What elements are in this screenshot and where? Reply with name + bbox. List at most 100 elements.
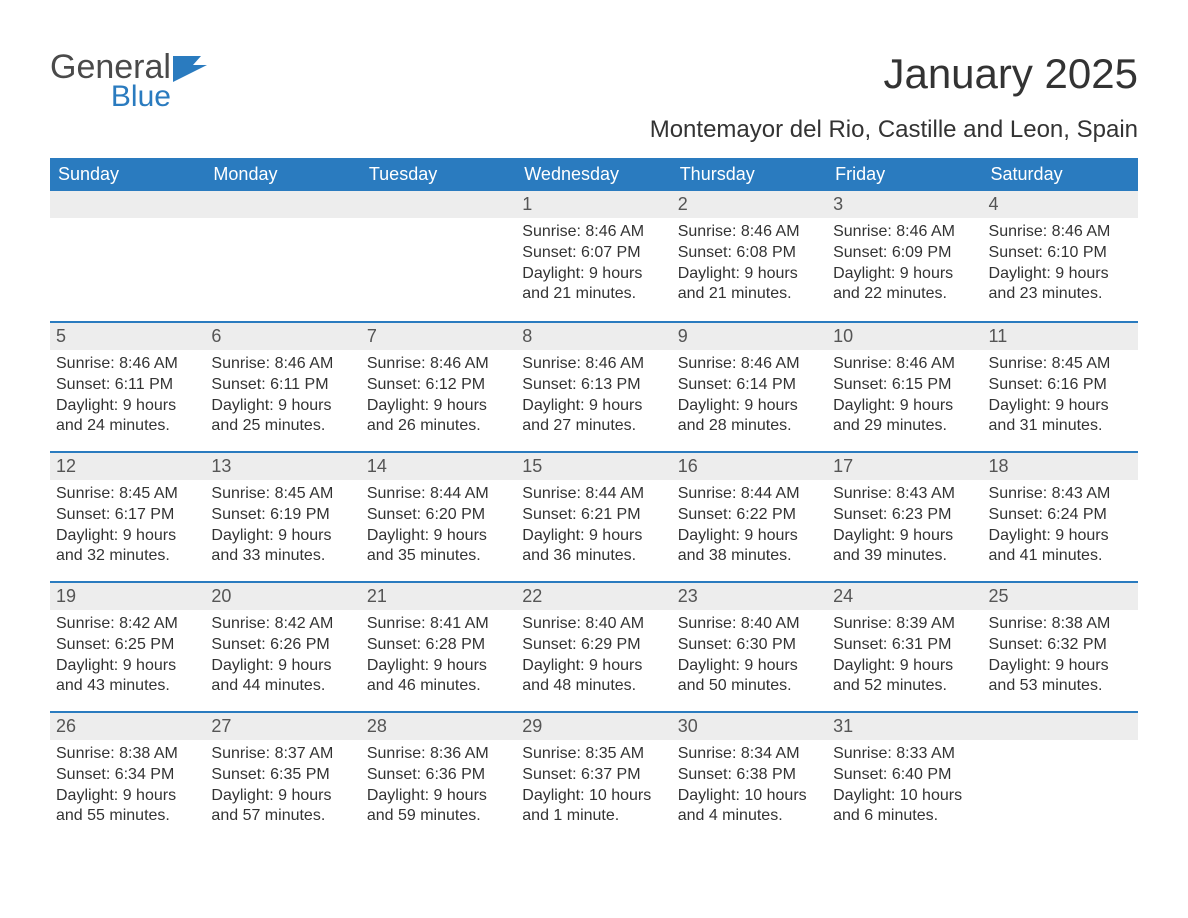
week-row: 26Sunrise: 8:38 AMSunset: 6:34 PMDayligh…	[50, 711, 1138, 841]
sunset-text: Sunset: 6:12 PM	[367, 375, 510, 396]
day-number: 13	[205, 453, 360, 480]
weekday-header: Tuesday	[361, 158, 516, 191]
weekday-header: Sunday	[50, 158, 205, 191]
sunrise-text: Sunrise: 8:46 AM	[56, 354, 199, 375]
sunrise-text: Sunrise: 8:46 AM	[678, 222, 821, 243]
sunrise-text: Sunrise: 8:46 AM	[833, 354, 976, 375]
day-cell: 15Sunrise: 8:44 AMSunset: 6:21 PMDayligh…	[516, 453, 671, 581]
day-number: 14	[361, 453, 516, 480]
sunset-text: Sunset: 6:07 PM	[522, 243, 665, 264]
day-body: Sunrise: 8:46 AMSunset: 6:13 PMDaylight:…	[516, 350, 671, 447]
sunrise-text: Sunrise: 8:45 AM	[56, 484, 199, 505]
day-body: Sunrise: 8:44 AMSunset: 6:20 PMDaylight:…	[361, 480, 516, 577]
day-number: 18	[983, 453, 1138, 480]
sunrise-text: Sunrise: 8:43 AM	[833, 484, 976, 505]
day-body: Sunrise: 8:43 AMSunset: 6:24 PMDaylight:…	[983, 480, 1138, 577]
day-number: 19	[50, 583, 205, 610]
daylight-text: Daylight: 9 hours and 52 minutes.	[833, 656, 976, 698]
weeks-container: 1Sunrise: 8:46 AMSunset: 6:07 PMDaylight…	[50, 191, 1138, 841]
daylight-text: Daylight: 9 hours and 26 minutes.	[367, 396, 510, 438]
weekday-header-row: SundayMondayTuesdayWednesdayThursdayFrid…	[50, 158, 1138, 191]
day-cell: 26Sunrise: 8:38 AMSunset: 6:34 PMDayligh…	[50, 713, 205, 841]
day-cell: 18Sunrise: 8:43 AMSunset: 6:24 PMDayligh…	[983, 453, 1138, 581]
day-cell: 16Sunrise: 8:44 AMSunset: 6:22 PMDayligh…	[672, 453, 827, 581]
sunrise-text: Sunrise: 8:46 AM	[833, 222, 976, 243]
day-body: Sunrise: 8:41 AMSunset: 6:28 PMDaylight:…	[361, 610, 516, 707]
day-number: 24	[827, 583, 982, 610]
week-row: 12Sunrise: 8:45 AMSunset: 6:17 PMDayligh…	[50, 451, 1138, 581]
daylight-text: Daylight: 9 hours and 28 minutes.	[678, 396, 821, 438]
day-cell: 23Sunrise: 8:40 AMSunset: 6:30 PMDayligh…	[672, 583, 827, 711]
sunset-text: Sunset: 6:37 PM	[522, 765, 665, 786]
day-number: 1	[516, 191, 671, 218]
day-cell: 24Sunrise: 8:39 AMSunset: 6:31 PMDayligh…	[827, 583, 982, 711]
day-number: 11	[983, 323, 1138, 350]
sunset-text: Sunset: 6:40 PM	[833, 765, 976, 786]
day-cell	[50, 191, 205, 321]
daylight-text: Daylight: 9 hours and 36 minutes.	[522, 526, 665, 568]
day-number: 2	[672, 191, 827, 218]
daylight-text: Daylight: 9 hours and 57 minutes.	[211, 786, 354, 828]
day-number: 5	[50, 323, 205, 350]
day-number: 4	[983, 191, 1138, 218]
day-cell	[361, 191, 516, 321]
day-cell: 31Sunrise: 8:33 AMSunset: 6:40 PMDayligh…	[827, 713, 982, 841]
sunset-text: Sunset: 6:25 PM	[56, 635, 199, 656]
day-cell	[205, 191, 360, 321]
day-cell: 1Sunrise: 8:46 AMSunset: 6:07 PMDaylight…	[516, 191, 671, 321]
day-body: Sunrise: 8:46 AMSunset: 6:09 PMDaylight:…	[827, 218, 982, 315]
day-cell	[983, 713, 1138, 841]
sunset-text: Sunset: 6:22 PM	[678, 505, 821, 526]
day-body: Sunrise: 8:38 AMSunset: 6:32 PMDaylight:…	[983, 610, 1138, 707]
sunrise-text: Sunrise: 8:37 AM	[211, 744, 354, 765]
weekday-header: Wednesday	[516, 158, 671, 191]
day-cell: 25Sunrise: 8:38 AMSunset: 6:32 PMDayligh…	[983, 583, 1138, 711]
day-body: Sunrise: 8:45 AMSunset: 6:16 PMDaylight:…	[983, 350, 1138, 447]
sunrise-text: Sunrise: 8:38 AM	[56, 744, 199, 765]
day-cell: 6Sunrise: 8:46 AMSunset: 6:11 PMDaylight…	[205, 323, 360, 451]
sunset-text: Sunset: 6:14 PM	[678, 375, 821, 396]
sunrise-text: Sunrise: 8:45 AM	[211, 484, 354, 505]
location-subtitle: Montemayor del Rio, Castille and Leon, S…	[650, 116, 1138, 144]
sunrise-text: Sunrise: 8:46 AM	[678, 354, 821, 375]
page-title: January 2025	[650, 50, 1138, 98]
sunrise-text: Sunrise: 8:36 AM	[367, 744, 510, 765]
sunset-text: Sunset: 6:26 PM	[211, 635, 354, 656]
day-body: Sunrise: 8:46 AMSunset: 6:12 PMDaylight:…	[361, 350, 516, 447]
day-body: Sunrise: 8:44 AMSunset: 6:21 PMDaylight:…	[516, 480, 671, 577]
weekday-header: Friday	[827, 158, 982, 191]
weekday-header: Monday	[205, 158, 360, 191]
day-cell: 29Sunrise: 8:35 AMSunset: 6:37 PMDayligh…	[516, 713, 671, 841]
sunset-text: Sunset: 6:20 PM	[367, 505, 510, 526]
day-body: Sunrise: 8:37 AMSunset: 6:35 PMDaylight:…	[205, 740, 360, 837]
day-cell: 10Sunrise: 8:46 AMSunset: 6:15 PMDayligh…	[827, 323, 982, 451]
sunrise-text: Sunrise: 8:33 AM	[833, 744, 976, 765]
day-number: 20	[205, 583, 360, 610]
day-number: 27	[205, 713, 360, 740]
week-row: 19Sunrise: 8:42 AMSunset: 6:25 PMDayligh…	[50, 581, 1138, 711]
day-cell: 5Sunrise: 8:46 AMSunset: 6:11 PMDaylight…	[50, 323, 205, 451]
day-number	[983, 713, 1138, 740]
sunset-text: Sunset: 6:24 PM	[989, 505, 1132, 526]
daylight-text: Daylight: 9 hours and 41 minutes.	[989, 526, 1132, 568]
logo-word-general: General	[50, 50, 171, 84]
sunset-text: Sunset: 6:23 PM	[833, 505, 976, 526]
day-cell: 28Sunrise: 8:36 AMSunset: 6:36 PMDayligh…	[361, 713, 516, 841]
day-body: Sunrise: 8:44 AMSunset: 6:22 PMDaylight:…	[672, 480, 827, 577]
daylight-text: Daylight: 9 hours and 43 minutes.	[56, 656, 199, 698]
day-body: Sunrise: 8:42 AMSunset: 6:26 PMDaylight:…	[205, 610, 360, 707]
sunrise-text: Sunrise: 8:40 AM	[522, 614, 665, 635]
sunset-text: Sunset: 6:09 PM	[833, 243, 976, 264]
day-number: 25	[983, 583, 1138, 610]
day-body: Sunrise: 8:46 AMSunset: 6:08 PMDaylight:…	[672, 218, 827, 315]
day-number: 9	[672, 323, 827, 350]
daylight-text: Daylight: 9 hours and 23 minutes.	[989, 264, 1132, 306]
day-cell: 14Sunrise: 8:44 AMSunset: 6:20 PMDayligh…	[361, 453, 516, 581]
day-number: 21	[361, 583, 516, 610]
sunrise-text: Sunrise: 8:43 AM	[989, 484, 1132, 505]
day-body: Sunrise: 8:45 AMSunset: 6:17 PMDaylight:…	[50, 480, 205, 577]
sunrise-text: Sunrise: 8:46 AM	[522, 222, 665, 243]
daylight-text: Daylight: 9 hours and 29 minutes.	[833, 396, 976, 438]
day-cell: 4Sunrise: 8:46 AMSunset: 6:10 PMDaylight…	[983, 191, 1138, 321]
day-number: 10	[827, 323, 982, 350]
